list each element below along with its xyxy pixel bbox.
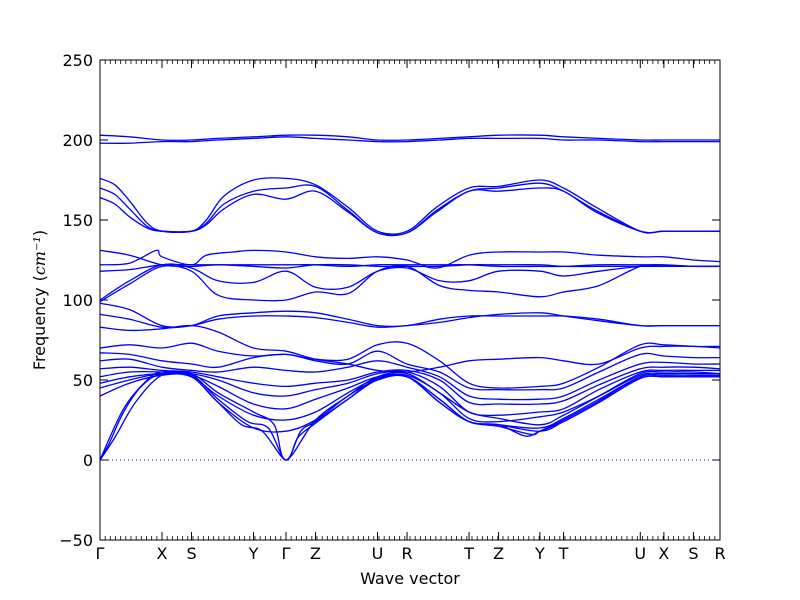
phonon-band-5 [99,187,720,237]
phonon-band-14 [99,341,721,389]
phonon-band-22 [99,371,720,461]
y-tick-label: 250 [62,51,93,70]
x-tick-label-X: X [157,544,168,563]
y-axis-label-unit: cm⁻¹ [30,236,49,275]
phonon-bands [99,134,721,461]
phonon-band-7 [99,249,721,269]
x-tick-label-U: U [634,544,646,563]
plot-frame [99,59,721,541]
phonon-band-15 [99,350,721,391]
x-tick-label-Y: Y [534,544,545,563]
y-axis-tick-labels: −50 0 50 100 150 200 250 [59,51,93,550]
y-tick-label: 200 [62,131,93,150]
x-tick-label-R: R [401,544,412,563]
x-tick-label-Z: Z [493,544,504,563]
x-tick-label-S: S [688,544,698,563]
y-axis-label: Frequency (cm⁻¹) [30,230,49,370]
y-axis-label-unit-close: ) [30,230,49,236]
x-tick-label-X: X [658,544,669,563]
phonon-band-16 [99,358,721,401]
phonon-band-12 [99,312,720,329]
y-tick-label: 100 [62,291,93,310]
x-tick-label-Γ: Γ [96,544,105,563]
phonon-band-23 [99,371,720,461]
y-tick-label: −50 [59,531,93,550]
y-tick-label: 50 [73,371,93,390]
phonon-band-10 [99,264,720,303]
y-tick-label: 150 [62,211,93,230]
x-tick-label-U: U [372,544,384,563]
phonon-band-8 [99,263,721,272]
plot-area [99,134,721,461]
y-axis-ticks [100,59,720,541]
phonon-band-4 [99,182,720,237]
x-tick-label-Z: Z [310,544,321,563]
x-tick-label-Y: Y [248,544,259,563]
x-tick-label-R: R [714,544,725,563]
x-axis-label: Wave vector [360,569,460,588]
x-tick-label-Γ: Γ [282,544,291,563]
y-axis-label-unit-open: ( [30,275,49,281]
phonon-band-17 [99,366,721,406]
x-tick-label-T: T [558,544,569,563]
phonon-band-24 [99,370,721,461]
phonon-band-2 [99,136,720,144]
y-tick-label: 0 [83,451,93,470]
phonon-band-18 [99,369,720,417]
x-axis-ticks [99,60,721,540]
phonon-band-9 [99,263,720,301]
phonon-band-1 [99,134,720,141]
x-tick-label-T: T [463,544,474,563]
x-tick-label-S: S [186,544,196,563]
y-axis-label-text: Frequency [30,287,49,370]
